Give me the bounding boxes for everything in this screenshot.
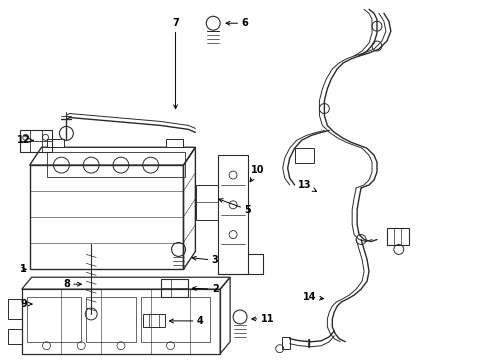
Bar [47, 152, 185, 177]
Text: 7: 7 [172, 18, 179, 109]
Text: 1: 1 [21, 264, 27, 274]
Bar [282, 337, 290, 349]
Bar [47, 139, 64, 147]
Bar [161, 279, 189, 297]
Bar [20, 130, 51, 152]
Text: 2: 2 [192, 284, 219, 294]
Bar [294, 148, 315, 163]
Bar [387, 228, 409, 246]
Text: 9: 9 [21, 299, 32, 309]
Bar [218, 155, 248, 274]
Bar [8, 329, 22, 344]
Text: 4: 4 [170, 316, 204, 326]
Bar [22, 289, 220, 354]
Bar [143, 314, 165, 327]
Text: 12: 12 [17, 135, 33, 145]
Text: 10: 10 [250, 165, 265, 182]
Text: 3: 3 [192, 255, 219, 265]
Bar [141, 297, 210, 342]
Bar [26, 297, 81, 342]
Text: 8: 8 [63, 279, 81, 289]
Text: 11: 11 [252, 314, 274, 324]
Bar [86, 297, 136, 342]
Text: 14: 14 [303, 292, 323, 302]
Bar [196, 185, 218, 220]
Text: 5: 5 [219, 199, 251, 215]
Bar [30, 165, 183, 269]
Bar [166, 139, 183, 147]
Text: 6: 6 [226, 18, 248, 28]
Text: 13: 13 [298, 180, 317, 192]
Bar [8, 299, 22, 319]
